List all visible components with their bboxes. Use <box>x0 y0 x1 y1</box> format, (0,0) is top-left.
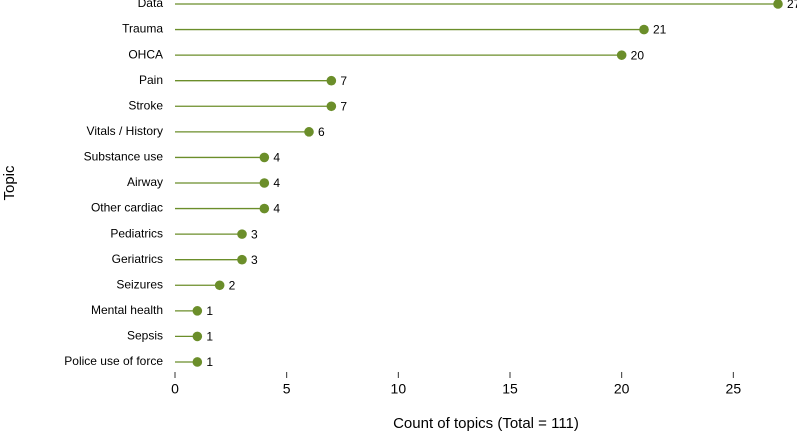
value-label: 1 <box>206 330 213 344</box>
value-label: 1 <box>206 304 213 318</box>
x-tick-label: 0 <box>171 381 179 397</box>
y-tick-label: Seizures <box>116 277 163 291</box>
dot <box>616 50 627 60</box>
y-tick-label: Substance use <box>84 150 164 164</box>
dot <box>326 101 337 112</box>
y-tick-label: Sepsis <box>127 329 163 343</box>
y-tick-label: Other cardiac <box>91 201 163 215</box>
y-axis-label: Topic <box>1 165 18 201</box>
dot <box>259 178 270 188</box>
value-label: 3 <box>251 227 258 241</box>
y-tick-label: Pediatrics <box>110 226 163 240</box>
value-label: 4 <box>273 202 280 216</box>
y-tick-label: Airway <box>127 175 163 189</box>
dot <box>192 306 203 316</box>
value-label: 4 <box>273 176 280 190</box>
x-tick-label: 15 <box>502 381 518 397</box>
dot <box>214 280 225 291</box>
value-label: 27 <box>787 0 797 11</box>
y-tick-label: Geriatrics <box>112 252 163 266</box>
value-label: 21 <box>653 23 667 37</box>
y-tick-label: Trauma <box>122 22 163 36</box>
x-axis-label: Count of topics (Total = 111) <box>393 415 579 432</box>
value-label: 6 <box>318 125 325 139</box>
dot <box>192 331 203 342</box>
x-tick-label: 25 <box>726 381 742 397</box>
y-tick-label: Mental health <box>91 303 163 317</box>
value-label: 4 <box>273 151 280 165</box>
y-tick-label: Vitals / History <box>87 124 163 138</box>
x-tick-label: 20 <box>614 381 630 397</box>
value-label: 7 <box>340 99 347 113</box>
y-tick-label: OHCA <box>128 47 163 61</box>
y-tick-label: Police use of force <box>64 354 163 368</box>
y-tick-label: Pain <box>139 73 163 87</box>
dot <box>259 152 270 163</box>
value-label: 20 <box>631 48 645 62</box>
x-tick-label: 10 <box>391 381 407 397</box>
dot <box>192 357 203 367</box>
dot <box>773 0 783 9</box>
dot <box>237 229 247 239</box>
dot <box>639 24 649 35</box>
dot <box>304 127 314 137</box>
value-label: 7 <box>340 74 347 88</box>
value-label: 3 <box>251 253 258 267</box>
x-tick-label: 5 <box>283 381 291 397</box>
dot <box>237 254 247 265</box>
value-label: 1 <box>206 355 213 369</box>
y-tick-label: Stroke <box>128 98 163 112</box>
value-label: 2 <box>229 278 236 292</box>
y-tick-label: Data <box>138 0 164 10</box>
dot <box>259 203 270 214</box>
dot <box>326 75 337 86</box>
